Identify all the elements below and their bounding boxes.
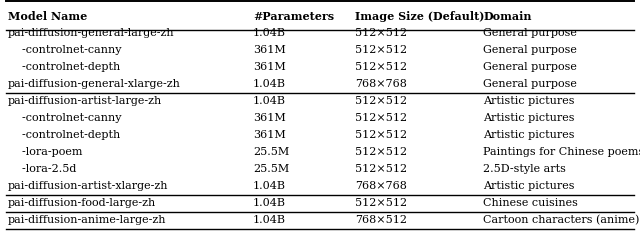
Text: 361M: 361M	[253, 45, 285, 55]
Text: 361M: 361M	[253, 130, 285, 140]
Text: 1.04B: 1.04B	[253, 181, 286, 191]
Text: 25.5M: 25.5M	[253, 147, 289, 157]
Text: 512×512: 512×512	[355, 28, 407, 38]
Text: Paintings for Chinese poems: Paintings for Chinese poems	[483, 147, 640, 157]
Text: Artistic pictures: Artistic pictures	[483, 130, 575, 140]
Text: 1.04B: 1.04B	[253, 198, 286, 208]
Text: -controlnet-canny: -controlnet-canny	[8, 45, 121, 55]
Text: -controlnet-canny: -controlnet-canny	[8, 113, 121, 123]
Text: 512×512: 512×512	[355, 164, 407, 174]
Text: Cartoon characters (anime): Cartoon characters (anime)	[483, 215, 639, 226]
Text: General purpose: General purpose	[483, 62, 577, 72]
Text: 512×512: 512×512	[355, 198, 407, 208]
Text: pai-diffusion-anime-large-zh: pai-diffusion-anime-large-zh	[8, 215, 166, 225]
Text: 512×512: 512×512	[355, 62, 407, 72]
Text: Chinese cuisines: Chinese cuisines	[483, 198, 578, 208]
Text: 1.04B: 1.04B	[253, 28, 286, 38]
Text: -lora-2.5d: -lora-2.5d	[8, 164, 76, 174]
Text: Model Name: Model Name	[8, 11, 87, 22]
Text: 512×512: 512×512	[355, 130, 407, 140]
Text: #Parameters: #Parameters	[253, 11, 334, 22]
Text: -controlnet-depth: -controlnet-depth	[8, 130, 120, 140]
Text: pai-diffusion-artist-large-zh: pai-diffusion-artist-large-zh	[8, 96, 162, 106]
Text: 25.5M: 25.5M	[253, 164, 289, 174]
Text: 1.04B: 1.04B	[253, 79, 286, 89]
Text: 768×768: 768×768	[355, 181, 407, 191]
Text: General purpose: General purpose	[483, 28, 577, 38]
Text: 512×512: 512×512	[355, 45, 407, 55]
Text: 512×512: 512×512	[355, 113, 407, 123]
Text: -controlnet-depth: -controlnet-depth	[8, 62, 120, 72]
Text: pai-diffusion-general-xlarge-zh: pai-diffusion-general-xlarge-zh	[8, 79, 180, 89]
Text: Artistic pictures: Artistic pictures	[483, 96, 575, 106]
Text: 768×768: 768×768	[355, 79, 407, 89]
Text: Image Size (Default): Image Size (Default)	[355, 11, 484, 22]
Text: pai-diffusion-artist-xlarge-zh: pai-diffusion-artist-xlarge-zh	[8, 181, 168, 191]
Text: pai-diffusion-food-large-zh: pai-diffusion-food-large-zh	[8, 198, 156, 208]
Text: Artistic pictures: Artistic pictures	[483, 181, 575, 191]
Text: 768×512: 768×512	[355, 215, 407, 225]
Text: 361M: 361M	[253, 113, 285, 123]
Text: -lora-poem: -lora-poem	[8, 147, 82, 157]
Text: General purpose: General purpose	[483, 79, 577, 89]
Text: 512×512: 512×512	[355, 147, 407, 157]
Text: Domain: Domain	[483, 11, 532, 22]
Text: 2.5D-style arts: 2.5D-style arts	[483, 164, 566, 174]
Text: 1.04B: 1.04B	[253, 215, 286, 225]
Text: pai-diffusion-general-large-zh: pai-diffusion-general-large-zh	[8, 28, 174, 38]
Text: 512×512: 512×512	[355, 96, 407, 106]
Text: 361M: 361M	[253, 62, 285, 72]
Text: 1.04B: 1.04B	[253, 96, 286, 106]
Text: General purpose: General purpose	[483, 45, 577, 55]
Text: Artistic pictures: Artistic pictures	[483, 113, 575, 123]
